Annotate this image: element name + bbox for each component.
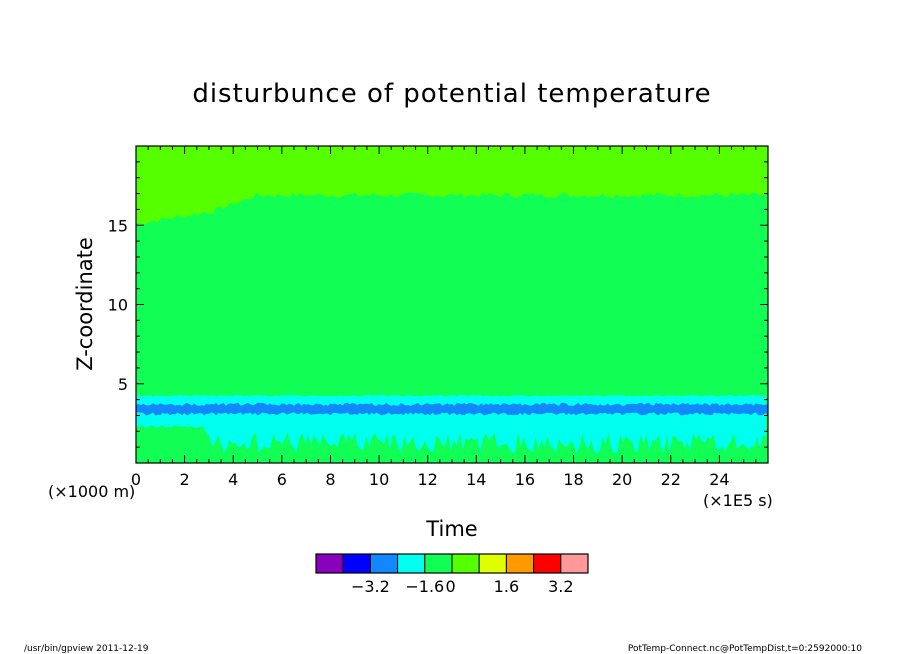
colorbar-tick-label: 3.2 bbox=[548, 577, 573, 596]
colorbar: −3.2 −1.6 0 1.6 3.2 bbox=[315, 553, 589, 596]
x-tick-label: 4 bbox=[228, 470, 238, 489]
x-tick-label: 18 bbox=[563, 470, 583, 489]
x-tick-label: 12 bbox=[418, 470, 438, 489]
y-tick-label: 10 bbox=[108, 296, 128, 315]
x-tick-label: 24 bbox=[709, 470, 729, 489]
colorbar-swatch bbox=[342, 553, 371, 574]
x-axis-title: Time bbox=[425, 517, 477, 541]
y-axis-title: Z-coordinate bbox=[73, 237, 97, 371]
x-unit-label: (×1E5 s) bbox=[703, 491, 773, 510]
colorbar-tick-label: 0 bbox=[446, 577, 456, 596]
footer-right: PotTemp-Connect.nc@PotTempDist,t=0:25920… bbox=[628, 644, 862, 654]
x-tick-label: 14 bbox=[466, 470, 486, 489]
x-tick-label: 0 bbox=[131, 470, 141, 489]
colorbar-swatch bbox=[505, 553, 535, 574]
colorbar-swatch bbox=[315, 553, 344, 574]
colorbar-swatch bbox=[533, 553, 562, 574]
x-tick-label: 6 bbox=[277, 470, 287, 489]
x-tick-label: 22 bbox=[661, 470, 681, 489]
layer-negative-band bbox=[136, 402, 768, 416]
colorbar-swatch bbox=[369, 553, 399, 574]
x-tick-label: 20 bbox=[612, 470, 632, 489]
colorbar-tick-label: −1.6 bbox=[405, 577, 444, 596]
y-tick-label: 5 bbox=[118, 375, 128, 394]
chart-title: disturbunce of potential temperature bbox=[192, 79, 711, 109]
x-tick-label: 2 bbox=[180, 470, 190, 489]
colorbar-swatch bbox=[397, 553, 426, 574]
x-tick-label: 10 bbox=[369, 470, 389, 489]
footer-left: /usr/bin/gpview 2011-12-19 bbox=[24, 644, 149, 654]
x-tick-label: 8 bbox=[325, 470, 335, 489]
colorbar-swatch bbox=[451, 553, 480, 574]
colorbar-tick-label: 1.6 bbox=[494, 577, 519, 596]
colorbar-swatch bbox=[478, 553, 507, 574]
plot-fill-layers bbox=[136, 146, 768, 463]
x-tick-label: 16 bbox=[515, 470, 535, 489]
colorbar-tick-label: −3.2 bbox=[351, 577, 390, 596]
colorbar-swatch bbox=[560, 553, 589, 574]
y-unit-label: (×1000 m) bbox=[48, 482, 135, 501]
colorbar-frame bbox=[315, 553, 589, 574]
colorbar-swatch bbox=[424, 553, 453, 574]
y-tick-label: 15 bbox=[108, 216, 128, 235]
